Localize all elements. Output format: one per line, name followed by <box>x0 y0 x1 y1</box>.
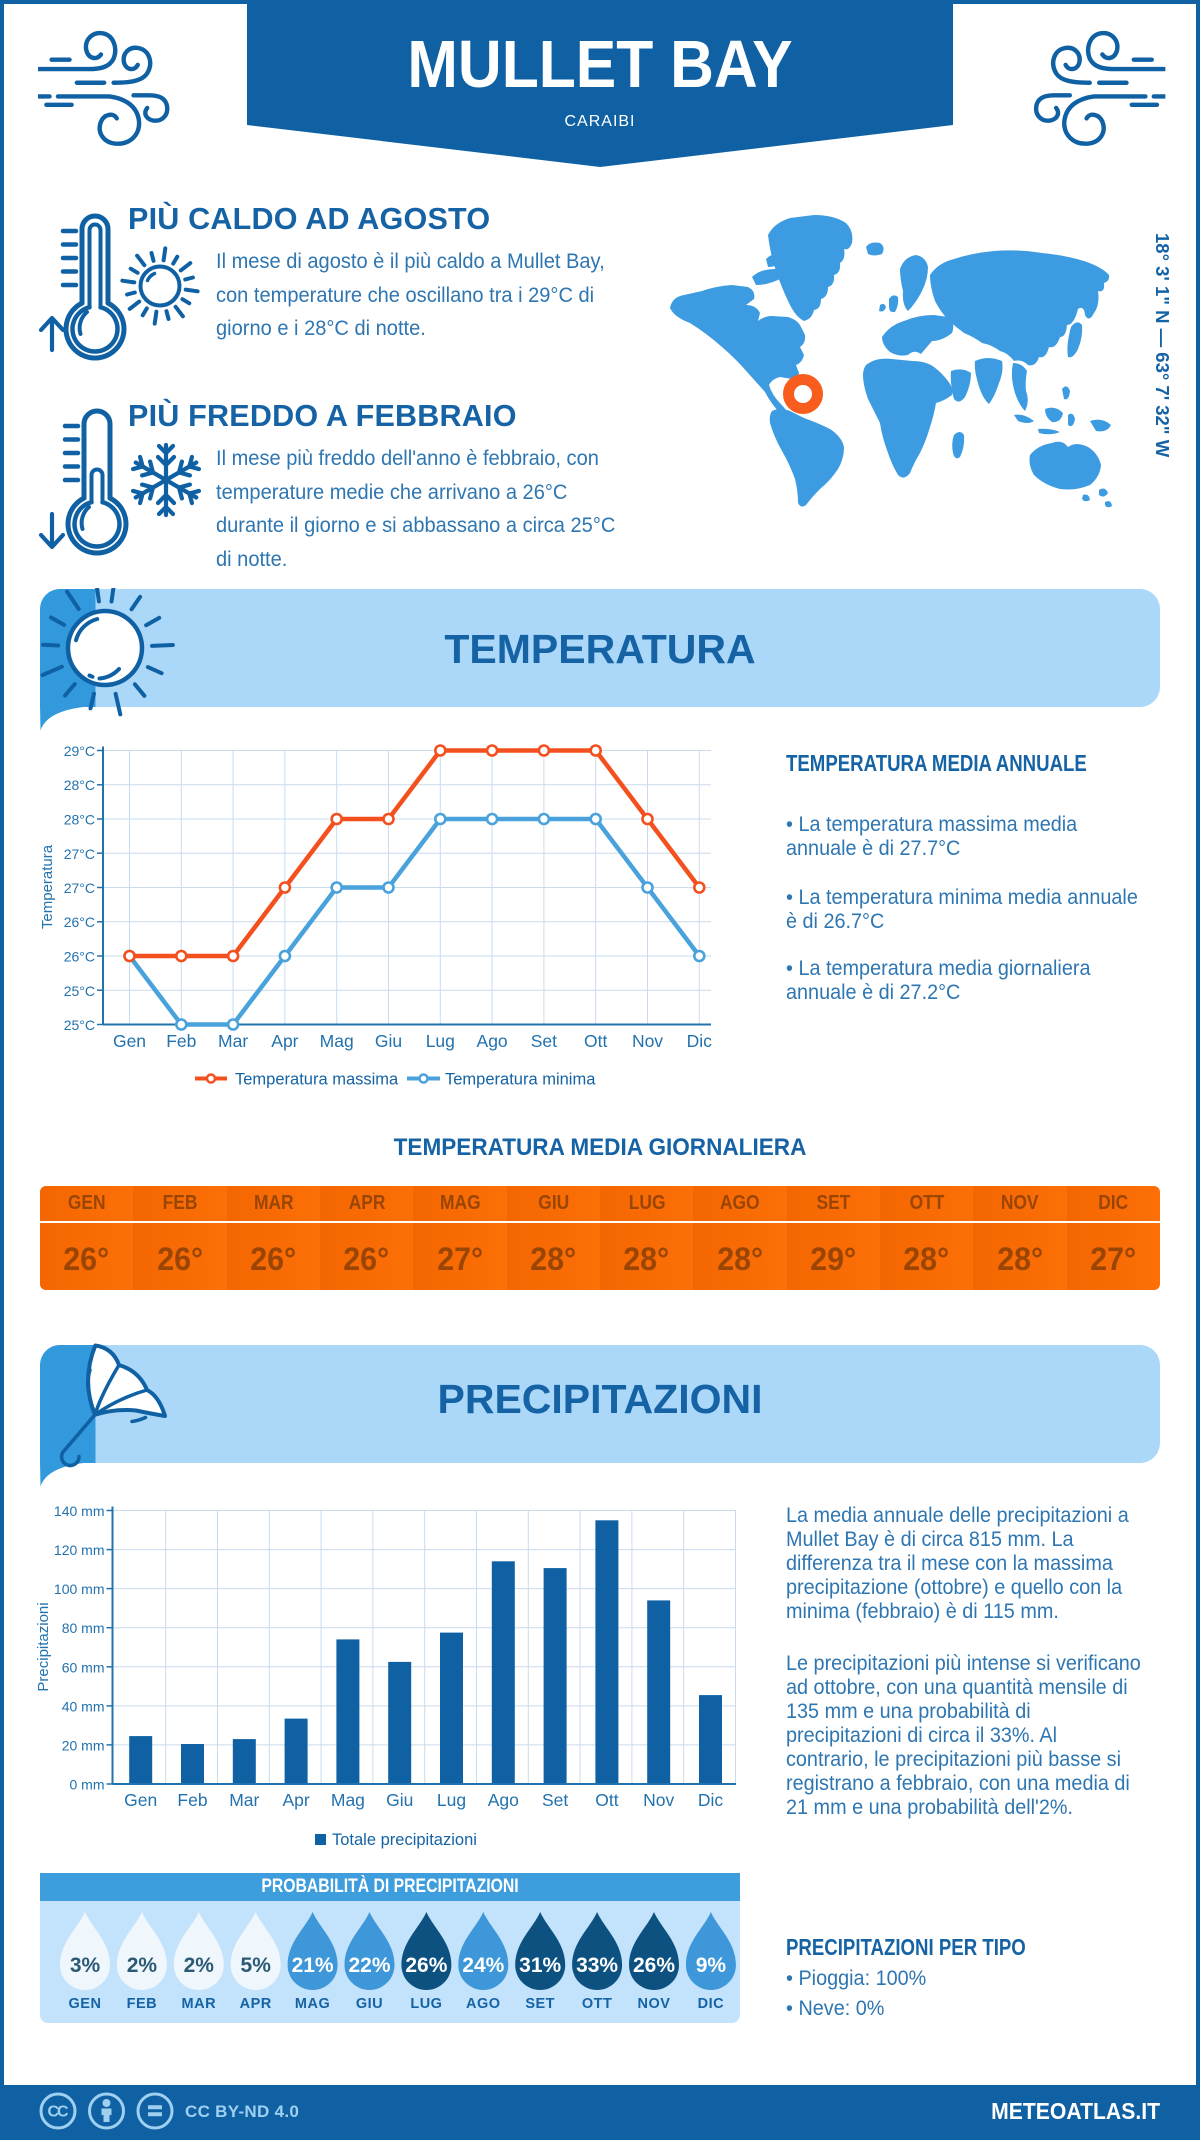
svg-text:140 mm: 140 mm <box>54 1503 105 1519</box>
svg-text:Giu: Giu <box>375 1031 402 1051</box>
svg-text:GEN: GEN <box>69 1996 102 2012</box>
svg-text:29°C: 29°C <box>64 743 95 759</box>
svg-text:Precipitazioni: Precipitazioni <box>35 1602 52 1691</box>
svg-text:80 mm: 80 mm <box>62 1620 105 1636</box>
svg-text:26°C: 26°C <box>64 914 95 930</box>
svg-text:21%: 21% <box>292 1954 334 1977</box>
svg-text:Giu: Giu <box>386 1790 413 1810</box>
svg-text:33%: 33% <box>576 1954 618 1977</box>
svg-text:Mar: Mar <box>218 1031 248 1051</box>
svg-text:100 mm: 100 mm <box>54 1581 105 1597</box>
svg-text:Mag: Mag <box>331 1790 365 1810</box>
svg-text:Ago: Ago <box>477 1031 508 1051</box>
svg-text:Mar: Mar <box>229 1790 259 1810</box>
svg-text:24%: 24% <box>462 1954 504 1977</box>
svg-text:2%: 2% <box>127 1954 158 1977</box>
svg-text:120 mm: 120 mm <box>54 1542 105 1558</box>
svg-text:Ott: Ott <box>595 1790 618 1810</box>
svg-text:25°C: 25°C <box>64 983 95 999</box>
svg-text:FEB: FEB <box>127 1996 158 2012</box>
svg-text:Lug: Lug <box>426 1031 455 1051</box>
svg-text:26%: 26% <box>405 1954 447 1977</box>
svg-text:Mag: Mag <box>320 1031 354 1051</box>
svg-text:Ago: Ago <box>488 1790 519 1810</box>
svg-text:0 mm: 0 mm <box>70 1777 105 1793</box>
svg-text:26%: 26% <box>633 1954 675 1977</box>
svg-text:Feb: Feb <box>166 1031 196 1051</box>
svg-text:2%: 2% <box>184 1954 215 1977</box>
svg-text:MAG: MAG <box>295 1996 330 2012</box>
svg-text:Temperatura: Temperatura <box>39 844 56 929</box>
svg-text:28°C: 28°C <box>64 812 95 828</box>
svg-text:40 mm: 40 mm <box>62 1698 105 1714</box>
svg-text:MAR: MAR <box>182 1996 217 2012</box>
svg-text:3%: 3% <box>70 1954 101 1977</box>
svg-text:NOV: NOV <box>638 1996 671 2012</box>
svg-text:AGO: AGO <box>466 1996 501 2012</box>
svg-text:Nov: Nov <box>643 1790 674 1810</box>
svg-text:25°C: 25°C <box>64 1017 95 1033</box>
svg-text:OTT: OTT <box>582 1996 613 2012</box>
svg-text:Gen: Gen <box>124 1790 157 1810</box>
svg-text:20 mm: 20 mm <box>62 1737 105 1753</box>
svg-text:5%: 5% <box>241 1954 272 1977</box>
svg-text:27°C: 27°C <box>64 846 95 862</box>
svg-text:LUG: LUG <box>410 1996 442 2012</box>
svg-text:Gen: Gen <box>113 1031 146 1051</box>
svg-text:27°C: 27°C <box>64 880 95 896</box>
svg-text:Temperatura massima: Temperatura massima <box>235 1071 399 1089</box>
svg-text:Dic: Dic <box>698 1790 724 1810</box>
svg-text:26°C: 26°C <box>64 949 95 965</box>
svg-text:DIC: DIC <box>698 1996 725 2012</box>
svg-text:31%: 31% <box>519 1954 561 1977</box>
svg-text:9%: 9% <box>696 1954 727 1977</box>
svg-text:22%: 22% <box>348 1954 390 1977</box>
svg-text:SET: SET <box>525 1996 555 2012</box>
svg-text:60 mm: 60 mm <box>62 1659 105 1675</box>
svg-text:Lug: Lug <box>437 1790 466 1810</box>
svg-text:Set: Set <box>531 1031 557 1051</box>
svg-text:Apr: Apr <box>282 1790 309 1810</box>
svg-text:Nov: Nov <box>632 1031 663 1051</box>
svg-text:Ott: Ott <box>584 1031 607 1051</box>
svg-text:Apr: Apr <box>271 1031 298 1051</box>
svg-text:Dic: Dic <box>687 1031 713 1051</box>
svg-text:CC: CC <box>48 2104 69 2121</box>
svg-text:Totale precipitazioni: Totale precipitazioni <box>332 1831 477 1849</box>
svg-text:APR: APR <box>240 1996 272 2012</box>
svg-text:Set: Set <box>542 1790 568 1810</box>
svg-text:28°C: 28°C <box>64 777 95 793</box>
svg-text:GIU: GIU <box>356 1996 383 2012</box>
svg-text:Feb: Feb <box>177 1790 207 1810</box>
svg-text:Temperatura minima: Temperatura minima <box>445 1071 596 1089</box>
